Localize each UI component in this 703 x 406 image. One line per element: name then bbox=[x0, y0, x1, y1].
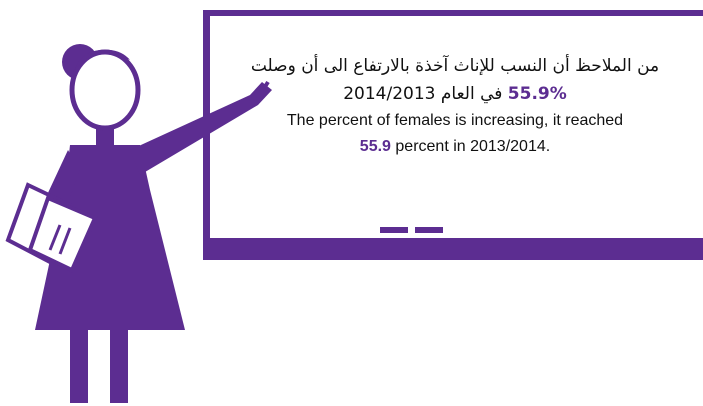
page: من الملاحظ أن النسب للإناث آخذة بالارتفا… bbox=[0, 0, 703, 406]
teacher-head bbox=[72, 52, 138, 128]
english-text: The percent of females is increasing, it… bbox=[287, 112, 623, 129]
board-dash bbox=[380, 227, 408, 233]
board-text: من الملاحظ أن النسب للإناث آخذة بالارتفا… bbox=[215, 52, 695, 160]
arabic-text: في العام 2014/2013 bbox=[343, 84, 502, 104]
arabic-line: 55.9% في العام 2014/2013 bbox=[215, 80, 695, 108]
arabic-highlight: 55.9% bbox=[508, 84, 567, 104]
english-highlight: 55.9 bbox=[360, 138, 391, 155]
board-dash bbox=[415, 227, 443, 233]
english-text: percent in 2013/2014. bbox=[395, 138, 550, 155]
english-line: The percent of females is increasing, it… bbox=[215, 108, 695, 134]
arabic-text: من الملاحظ أن النسب للإناث آخذة بالارتفا… bbox=[251, 56, 659, 76]
arabic-line: من الملاحظ أن النسب للإناث آخذة بالارتفا… bbox=[215, 52, 695, 80]
english-line: 55.9 percent in 2013/2014. bbox=[215, 134, 695, 160]
